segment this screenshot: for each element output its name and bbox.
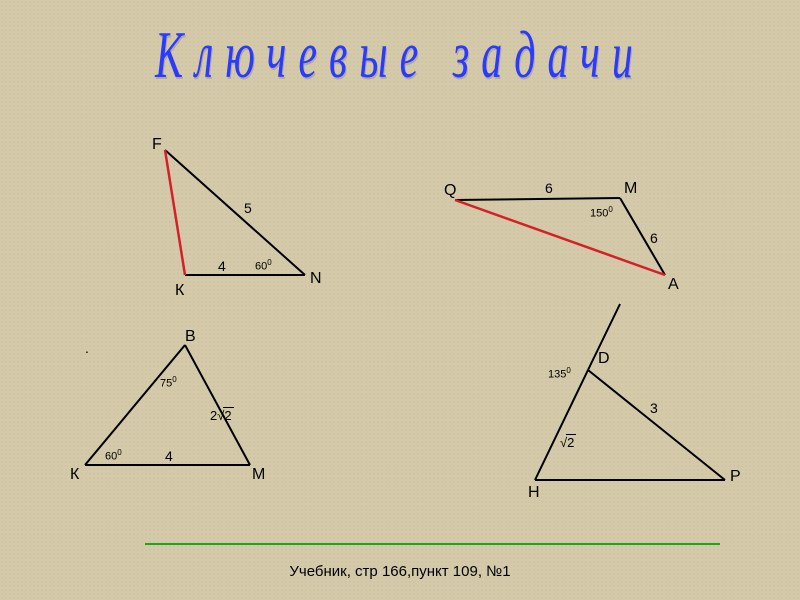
fkn-vertex-k: К [175, 282, 184, 300]
separator-rule [145, 543, 720, 545]
page-title: Ключевые задачи [155, 18, 645, 95]
hdp-vertex-d: D [598, 350, 610, 368]
fkn-side-5: 5 [244, 200, 252, 216]
qma-vertex-m: M [624, 180, 637, 198]
fkn-angle-n: 600 [255, 258, 272, 273]
kbm-angle-b: 750 [160, 375, 177, 390]
footer-text: Учебник, стр 166,пункт 109, №1 [289, 563, 510, 580]
kbm-side-4: 4 [165, 448, 173, 464]
fkn-side-4: 4 [218, 258, 226, 274]
fkn-vertex-f: F [152, 136, 162, 154]
triangle-hdp [480, 330, 740, 500]
qma-vertex-q: Q [444, 182, 456, 200]
kbm-angle-k: 600 [105, 448, 122, 463]
hdp-angle-d: 1350 [548, 366, 571, 381]
kbm-vertex-m: М [252, 466, 265, 484]
qma-side-qm: 6 [545, 180, 553, 196]
hdp-vertex-h: H [528, 484, 540, 502]
qma-angle-m: 1500 [590, 205, 613, 220]
hdp-side-3: 3 [650, 400, 658, 416]
kbm-vertex-k: К [70, 466, 79, 484]
kbm-side-sqrt: 2√2 [210, 408, 234, 423]
triangle-fkn [130, 140, 330, 300]
qma-vertex-a: A [668, 276, 679, 294]
qma-side-ma: 6 [650, 230, 658, 246]
kbm-vertex-b: В [185, 328, 196, 346]
hdp-vertex-p: Р [730, 468, 741, 486]
fkn-vertex-n: N [310, 270, 322, 288]
hdp-side-sqrt: √2 [560, 435, 576, 450]
